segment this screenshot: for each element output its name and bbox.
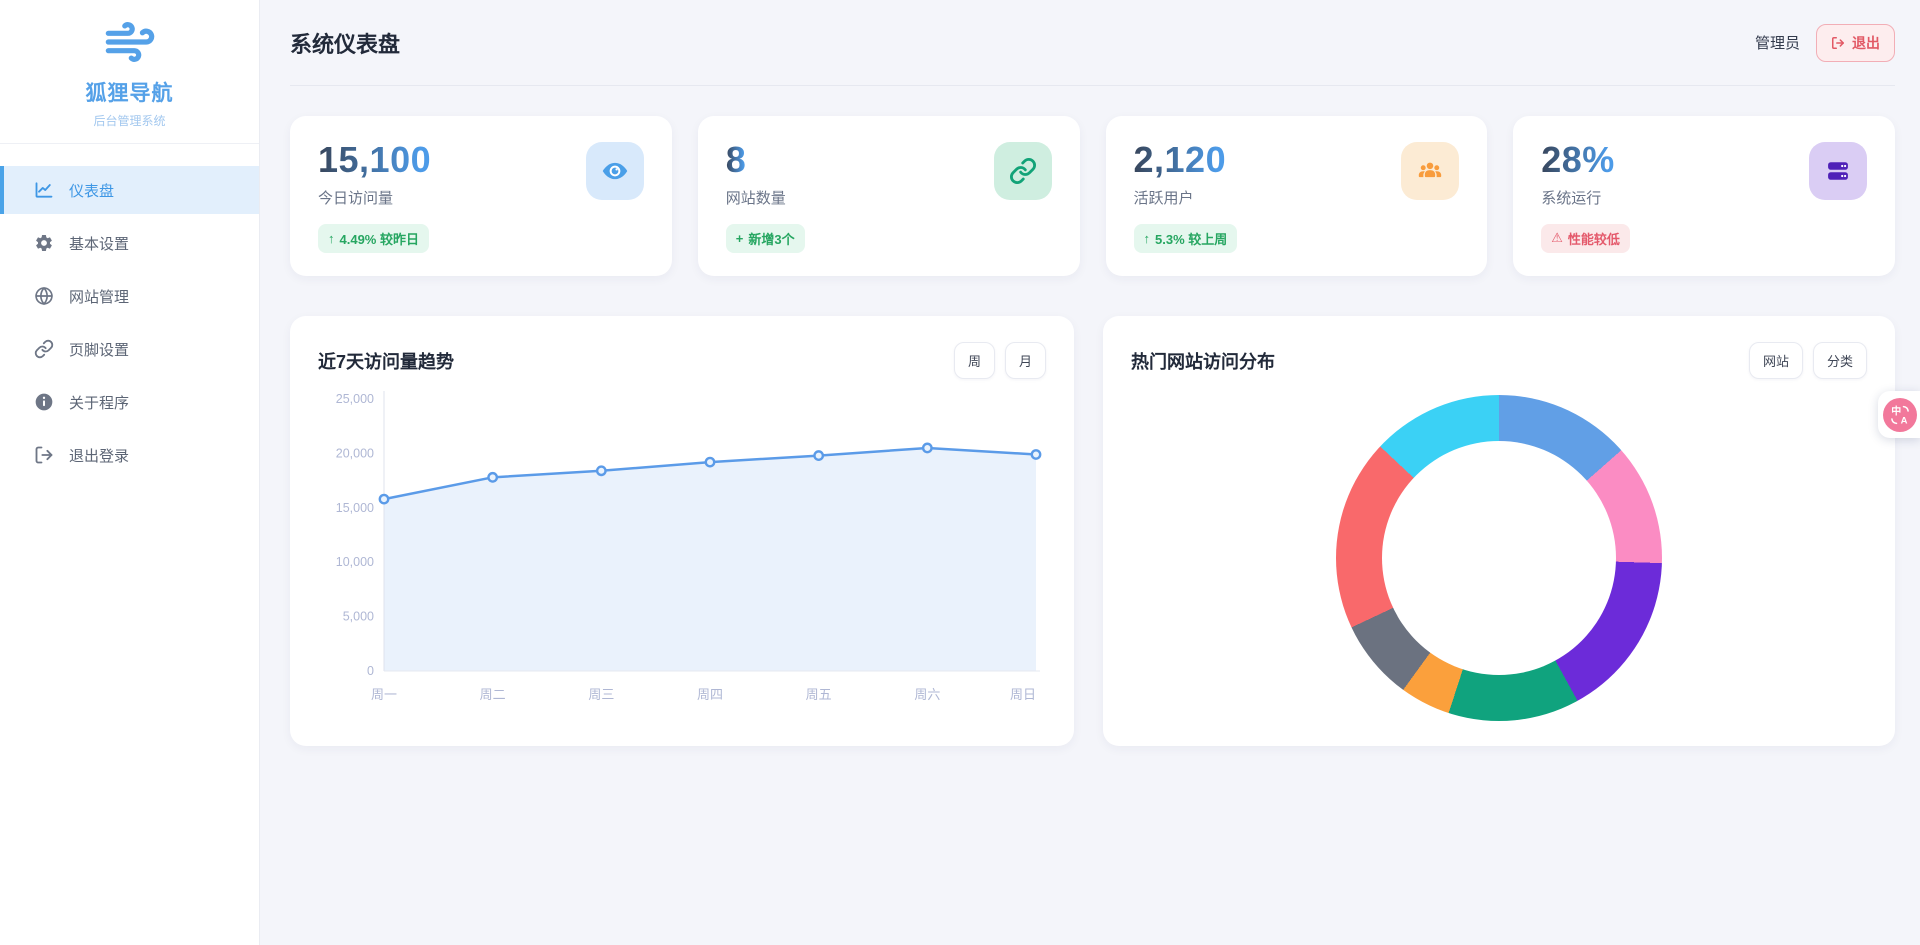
translate-float-button[interactable]: 中 A bbox=[1878, 391, 1920, 438]
donut-chart-toggle-group: 网站 分类 bbox=[1748, 342, 1867, 379]
svg-text:15,000: 15,000 bbox=[336, 501, 374, 515]
info-icon bbox=[34, 392, 54, 412]
sidebar-item-label: 退出登录 bbox=[69, 447, 130, 465]
link-icon bbox=[34, 339, 54, 359]
translate-icon: 中 A bbox=[1883, 397, 1917, 432]
svg-text:A: A bbox=[1901, 415, 1908, 426]
stat-label: 活跃用户 bbox=[1133, 189, 1194, 207]
donut-hole bbox=[1382, 441, 1616, 675]
sidebar-item-footer-settings[interactable]: 页脚设置 bbox=[0, 325, 259, 373]
plus-icon: + bbox=[735, 230, 744, 246]
arrow-up-icon: ↑ bbox=[328, 230, 335, 246]
dashboard-chart-icon bbox=[34, 180, 54, 200]
toggle-website-button[interactable]: 网站 bbox=[1748, 342, 1803, 379]
stat-card-active-users: 2,120 活跃用户 ↑ 5.3% 较上周 bbox=[1105, 116, 1488, 276]
main-content: 系统仪表盘 管理员 退出 15,100 今日访问量 ↑ 4.49% 较昨日 bbox=[260, 0, 1920, 945]
sidebar-item-label: 仪表盘 bbox=[69, 182, 115, 200]
gear-icon bbox=[34, 233, 54, 253]
brand-block: 狐狸导航 后台管理系统 bbox=[0, 0, 259, 144]
line-chart-toggle-group: 周 月 bbox=[953, 342, 1046, 379]
stat-value: 28% bbox=[1541, 139, 1615, 180]
username-label: 管理员 bbox=[1754, 35, 1800, 52]
sidebar-item-label: 页脚设置 bbox=[69, 341, 130, 359]
svg-text:周四: 周四 bbox=[697, 687, 723, 702]
toggle-month-button[interactable]: 月 bbox=[1004, 342, 1046, 379]
toggle-week-button[interactable]: 周 bbox=[953, 342, 995, 379]
line-chart-card: 近7天访问量趋势 周 月 0 5,000 10,000 15,000 20,000 25,… bbox=[290, 316, 1074, 746]
stats-row: 15,100 今日访问量 ↑ 4.49% 较昨日 8 网站数量 + 新增3个 bbox=[290, 116, 1895, 276]
sidebar: 狐狸导航 后台管理系统 仪表盘 基本设置 bbox=[0, 0, 260, 945]
sidebar-item-label: 基本设置 bbox=[69, 235, 130, 253]
stat-card-site-count: 8 网站数量 + 新增3个 bbox=[697, 116, 1080, 276]
stat-value: 8 bbox=[725, 139, 747, 180]
svg-text:周一: 周一 bbox=[371, 687, 397, 702]
eye-icon bbox=[585, 142, 644, 200]
wind-icon bbox=[104, 16, 156, 62]
globe-icon bbox=[34, 286, 54, 306]
donut-chart-title: 热门网站访问分布 bbox=[1131, 351, 1275, 372]
svg-text:5,000: 5,000 bbox=[343, 610, 374, 624]
stat-value: 15,100 bbox=[318, 139, 432, 180]
svg-text:25,000: 25,000 bbox=[336, 392, 374, 406]
svg-text:周二: 周二 bbox=[480, 687, 506, 702]
status-badge: ↑ 4.49% 较昨日 bbox=[318, 223, 429, 253]
link-icon bbox=[993, 142, 1052, 200]
users-icon bbox=[1401, 142, 1460, 200]
sidebar-nav: 仪表盘 基本设置 网站管理 bbox=[0, 144, 259, 484]
sidebar-item-dashboard[interactable]: 仪表盘 bbox=[0, 166, 259, 214]
brand-title: 狐狸导航 bbox=[85, 82, 174, 105]
arrow-up-icon: ↑ bbox=[1143, 230, 1151, 246]
svg-text:0: 0 bbox=[367, 664, 374, 678]
site-distribution-donut-chart bbox=[1336, 395, 1662, 721]
stat-card-visits-today: 15,100 今日访问量 ↑ 4.49% 较昨日 bbox=[290, 116, 672, 276]
svg-text:周三: 周三 bbox=[588, 687, 614, 702]
sidebar-item-settings[interactable]: 基本设置 bbox=[0, 219, 259, 267]
sidebar-item-websites[interactable]: 网站管理 bbox=[0, 272, 259, 320]
svg-text:中: 中 bbox=[1891, 404, 1901, 417]
svg-text:周六: 周六 bbox=[914, 687, 940, 702]
sidebar-item-label: 关于程序 bbox=[69, 394, 130, 412]
visits-trend-line-chart: 0 5,000 10,000 15,000 20,000 25,000 周一 周二 周三 周四 周五… bbox=[336, 391, 1042, 702]
stat-value: 2,120 bbox=[1133, 139, 1227, 180]
server-icon bbox=[1809, 142, 1867, 200]
logout-icon bbox=[1831, 36, 1845, 50]
svg-text:周五: 周五 bbox=[806, 687, 832, 702]
svg-text:20,000: 20,000 bbox=[336, 446, 374, 460]
sidebar-item-about[interactable]: 关于程序 bbox=[0, 378, 259, 426]
status-badge: ⚠ 性能较低 bbox=[1541, 223, 1630, 253]
warning-icon: ⚠ bbox=[1551, 230, 1563, 246]
toggle-category-button[interactable]: 分类 bbox=[1812, 342, 1867, 379]
donut-chart-card: 热门网站访问分布 网站 分类 bbox=[1103, 316, 1895, 746]
stat-card-system-load: 28% 系统运行 ⚠ 性能较低 bbox=[1513, 116, 1895, 276]
sidebar-item-label: 网站管理 bbox=[69, 288, 130, 306]
page-header: 系统仪表盘 管理员 退出 bbox=[290, 0, 1895, 86]
brand-subtitle: 后台管理系统 bbox=[93, 114, 166, 128]
stat-label: 系统运行 bbox=[1541, 189, 1602, 207]
svg-text:10,000: 10,000 bbox=[336, 555, 374, 569]
logout-icon bbox=[34, 445, 54, 465]
sidebar-item-logout[interactable]: 退出登录 bbox=[0, 431, 259, 479]
stat-label: 网站数量 bbox=[725, 189, 786, 207]
page-title: 系统仪表盘 bbox=[290, 31, 401, 57]
line-chart-title: 近7天访问量趋势 bbox=[318, 351, 455, 372]
charts-row: 近7天访问量趋势 周 月 0 5,000 10,000 15,000 20,000 25,… bbox=[290, 316, 1895, 746]
status-badge: ↑ 5.3% 较上周 bbox=[1133, 223, 1238, 253]
svg-text:周日: 周日 bbox=[1010, 687, 1036, 702]
stat-label: 今日访问量 bbox=[318, 189, 394, 207]
status-badge: + 新增3个 bbox=[725, 223, 805, 253]
logout-button[interactable]: 退出 bbox=[1816, 23, 1895, 62]
